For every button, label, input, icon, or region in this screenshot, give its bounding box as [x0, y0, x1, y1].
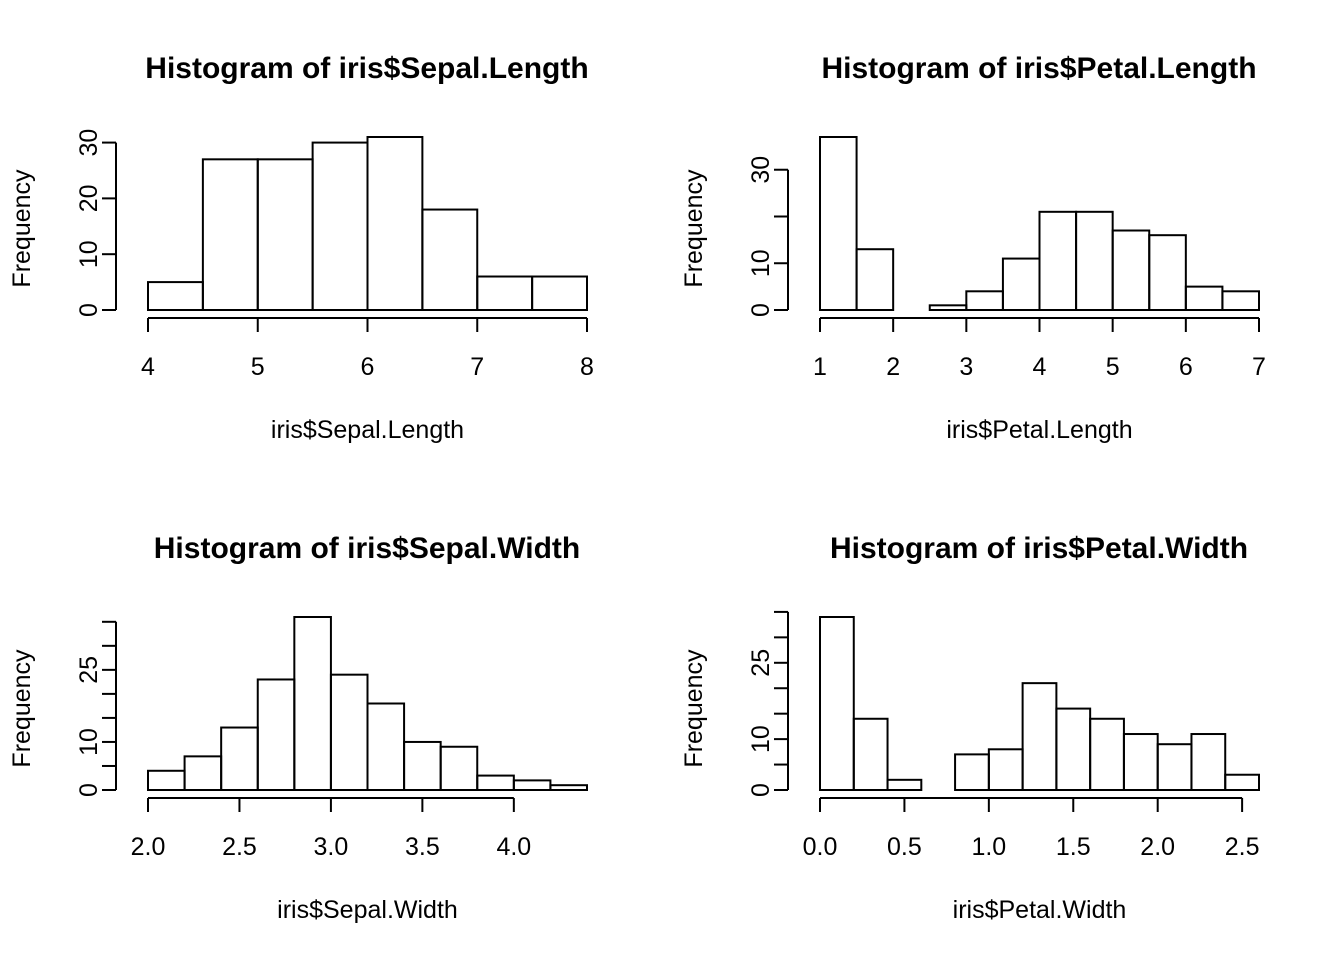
histogram-bar — [512, 779, 552, 792]
y-tick-label: 30 — [747, 156, 775, 184]
histogram-panel-4: Histogram of iris$Petal.Width 0.0 0.5 1.0 1.… — [680, 532, 1260, 924]
histogram-bar — [819, 136, 858, 311]
x-tick-label: 3.5 — [405, 833, 440, 861]
histogram-bar — [928, 304, 968, 311]
histogram-bar — [329, 673, 369, 792]
x-tick-label: 3 — [959, 353, 973, 381]
histogram-bar — [1122, 733, 1159, 792]
histogram-bar — [1001, 257, 1041, 311]
y-tick-label: 10 — [75, 240, 103, 268]
x-axis-label: iris$Sepal.Length — [271, 416, 464, 444]
y-tick-label: 10 — [75, 728, 103, 756]
y-tick-label: 10 — [747, 249, 775, 277]
histogram-panel-1: Histogram of iris$Sepal.Length 4 5 6 7 8 0 10 20… — [8, 52, 594, 444]
x-tick-label: 6 — [1179, 353, 1193, 381]
x-tick-label: 2.5 — [222, 833, 257, 861]
histogram-bar — [366, 136, 424, 311]
histogram-bar — [403, 740, 442, 792]
chart-title: Histogram of iris$Sepal.Width — [154, 532, 580, 565]
x-tick-label: 8 — [580, 353, 594, 381]
y-tick-label: 25 — [747, 649, 775, 677]
y-axis-label: Frequency — [8, 169, 36, 288]
histogram-bar — [1221, 290, 1260, 312]
histogram-bar — [1190, 733, 1227, 792]
x-tick-label: 4.0 — [496, 833, 531, 861]
histogram-bar — [531, 275, 588, 312]
x-tick-label: 2 — [886, 353, 900, 381]
x-tick-label: 0.0 — [803, 833, 838, 861]
histogram-bar — [1156, 743, 1193, 791]
histogram-bar — [476, 275, 534, 312]
x-tick-label: 6 — [361, 353, 375, 381]
x-tick-label: 1 — [813, 353, 827, 381]
x-tick-label: 2.5 — [1225, 833, 1260, 861]
x-tick-label: 7 — [1252, 353, 1266, 381]
histogram-bar — [201, 158, 259, 311]
histogram-bar — [1089, 717, 1125, 791]
chart-title: Histogram of iris$Sepal.Length — [145, 52, 588, 85]
x-tick-label: 1.0 — [971, 833, 1006, 861]
histogram-bar — [421, 208, 479, 311]
x-tick-label: 3.0 — [314, 833, 349, 861]
histogram-bar — [1075, 210, 1114, 311]
histogram-bar — [852, 717, 889, 791]
chart-title: Histogram of iris$Petal.Length — [821, 52, 1256, 85]
histogram-bar — [220, 726, 259, 791]
histogram-bar — [855, 248, 895, 311]
histogram-bar — [147, 769, 186, 791]
y-axis-label: Frequency — [8, 649, 36, 768]
x-tick-label: 0.5 — [887, 833, 922, 861]
x-tick-label: 4 — [141, 353, 155, 381]
histogram-panel-2: Histogram of iris$Petal.Length 1 2 3 4 5 6 7 0 10… — [680, 52, 1266, 444]
x-tick-label: 2.0 — [131, 833, 166, 861]
histogram-bar — [311, 141, 369, 311]
y-tick-label: 10 — [747, 725, 775, 753]
histogram-bar — [819, 616, 855, 791]
histogram-bar — [1055, 707, 1092, 792]
y-tick-label: 0 — [747, 303, 775, 317]
y-tick-label: 0 — [75, 303, 103, 317]
histogram-bar — [1224, 773, 1260, 791]
histogram-bar — [1038, 210, 1078, 311]
x-axis-label: iris$Petal.Width — [953, 896, 1127, 924]
histogram-bar — [476, 774, 515, 791]
histogram-bar — [1184, 285, 1224, 311]
chart-title: Histogram of iris$Petal.Width — [830, 532, 1248, 565]
x-tick-label: 7 — [470, 353, 484, 381]
x-tick-label: 5 — [251, 353, 265, 381]
y-axis-label: Frequency — [680, 649, 708, 768]
histogram-bar — [1148, 234, 1187, 312]
histogram-bar — [147, 281, 204, 311]
histogram-bar — [1111, 229, 1151, 312]
x-axis-label: iris$Sepal.Width — [277, 896, 458, 924]
y-tick-label: 20 — [75, 184, 103, 212]
histogram-bar — [886, 778, 923, 792]
x-axis-label: iris$Petal.Length — [946, 416, 1132, 444]
histogram-bar — [439, 745, 479, 791]
histogram-bar — [954, 753, 990, 791]
y-tick-label: 0 — [747, 783, 775, 797]
histogram-bar — [965, 290, 1004, 312]
histogram-panel-3: Histogram of iris$Sepal.Width 2.0 2.5 3.0 3.… — [8, 532, 589, 924]
y-tick-label: 25 — [75, 656, 103, 684]
histogram-bar — [183, 755, 223, 791]
y-axis-label: Frequency — [680, 169, 708, 288]
histogram-bar — [256, 158, 314, 311]
x-tick-label: 2.0 — [1140, 833, 1175, 861]
histogram-bar — [1021, 682, 1058, 791]
x-tick-label: 4 — [1033, 353, 1047, 381]
histogram-bar — [987, 748, 1024, 792]
x-tick-label: 5 — [1106, 353, 1120, 381]
histogram-bar — [549, 784, 589, 792]
histogram-bar — [366, 702, 406, 791]
x-tick-label: 1.5 — [1056, 833, 1091, 861]
y-tick-label: 30 — [75, 129, 103, 157]
histogram-bar — [256, 678, 296, 792]
y-tick-label: 0 — [75, 783, 103, 797]
histogram-bar — [293, 616, 332, 791]
